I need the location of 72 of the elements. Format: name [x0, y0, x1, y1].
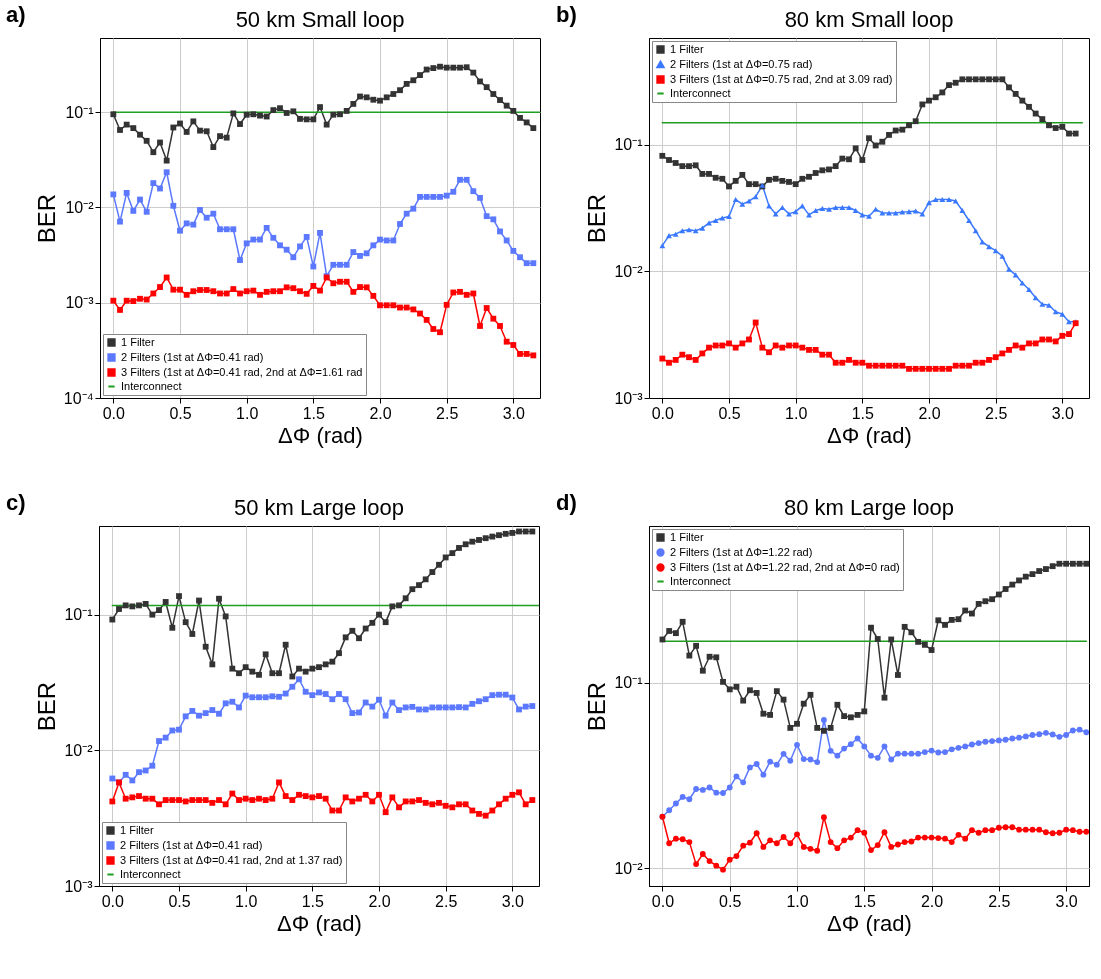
- legend-label: 1 Filter: [121, 335, 155, 348]
- x-tick-label: 1.0: [785, 404, 808, 422]
- y-axis-title: BER: [33, 681, 61, 732]
- legend-label: 2 Filters (1st at ΔΦ=0.41 rad): [121, 350, 264, 363]
- text: b): [556, 2, 577, 28]
- x-tick-label: 1.5: [301, 892, 325, 910]
- legend-label: 1 Filter: [120, 823, 154, 836]
- x-tick-label: 0.0: [101, 892, 125, 910]
- y-tick-label: 10⁻²: [614, 859, 644, 877]
- x-axis-title: ΔΦ (rad): [827, 422, 912, 448]
- legend-label: 2 Filters (1st at ΔΦ=0.41 rad): [120, 838, 263, 851]
- y-axis-title: BER: [32, 193, 60, 244]
- text: c): [6, 490, 26, 516]
- y-axis-title: BER: [583, 681, 611, 732]
- x-tick-label: 0.0: [651, 892, 675, 910]
- x-tick-label: 2.0: [368, 892, 391, 910]
- legend-label: 3 Filters (1st at ΔΦ=0.41 rad, 2nd at ΔΦ=1.61 rad: [121, 365, 363, 378]
- y-tick-label: 10⁻⁴: [63, 389, 94, 407]
- x-tick-label: 3.0: [1055, 892, 1078, 910]
- legend-label: Interconnect: [670, 574, 731, 587]
- legend-label: 3 Filters (1st at ΔΦ=0.75 rad, 2nd at 3.09 rad): [670, 72, 893, 85]
- x-tick-label: 2.0: [369, 404, 392, 422]
- x-axis-title: ΔΦ (rad): [278, 422, 363, 448]
- y-tick-label: 10⁻²: [64, 741, 94, 759]
- x-tick-label: 0.5: [168, 892, 191, 910]
- chart-title: 80 km Small loop: [784, 7, 954, 32]
- y-tick-label: 10⁻¹: [614, 136, 643, 154]
- x-tick-label: 2.0: [920, 892, 944, 910]
- legend-label: Interconnect: [670, 86, 731, 99]
- y-tick-label: 10⁻³: [65, 294, 95, 312]
- y-tick-label: 10⁻²: [614, 262, 644, 280]
- x-tick-label: 0.5: [719, 892, 742, 910]
- chart-title: 50 km Large loop: [234, 495, 404, 520]
- text: a): [6, 2, 26, 28]
- y-tick-label: 10⁻¹: [614, 674, 643, 692]
- legend-label: 3 Filters (1st at ΔΦ=0.41 rad, 2nd at 1.37 rad): [120, 853, 343, 866]
- x-tick-label: 3.0: [1051, 404, 1075, 422]
- x-tick-label: 0.5: [169, 404, 192, 422]
- y-tick-label: 10⁻¹: [65, 103, 94, 121]
- x-tick-label: 2.5: [988, 892, 1011, 910]
- chart-title: 80 km Large loop: [784, 495, 954, 520]
- x-tick-label: 1.5: [302, 404, 326, 422]
- x-axis-title: ΔΦ (rad): [827, 910, 912, 936]
- legend-label: 2 Filters (1st at ΔΦ=1.22 rad): [670, 545, 813, 558]
- y-axis-title: BER: [583, 193, 611, 244]
- x-tick-label: 1.0: [235, 892, 258, 910]
- legend-label: 1 Filter: [670, 530, 704, 543]
- x-tick-label: 3.0: [501, 892, 525, 910]
- x-tick-label: 1.0: [236, 404, 259, 422]
- y-tick-label: 10⁻¹: [64, 606, 93, 624]
- text: d): [556, 490, 577, 516]
- y-tick-label: 10⁻³: [614, 389, 644, 407]
- x-tick-label: 0.0: [651, 404, 675, 422]
- x-tick-label: 0.0: [102, 404, 126, 422]
- y-tick-label: 10⁻³: [64, 877, 94, 895]
- x-tick-label: 2.5: [985, 404, 1008, 422]
- legend-label: Interconnect: [121, 379, 182, 392]
- chart-title: 50 km Small loop: [235, 7, 405, 32]
- x-tick-label: 1.5: [851, 404, 875, 422]
- legend-label: 3 Filters (1st at ΔΦ=1.22 rad, 2nd at ΔΦ=0 rad): [670, 560, 900, 573]
- x-tick-label: 1.0: [786, 892, 809, 910]
- legend-label: Interconnect: [120, 867, 181, 880]
- x-tick-label: 2.5: [436, 404, 459, 422]
- x-tick-label: 2.5: [435, 892, 458, 910]
- x-tick-label: 2.0: [918, 404, 941, 422]
- legend-label: 1 Filter: [670, 42, 704, 55]
- x-tick-label: 1.5: [853, 892, 877, 910]
- x-tick-label: 0.5: [718, 404, 741, 422]
- y-tick-label: 10⁻²: [65, 198, 95, 216]
- x-axis-title: ΔΦ (rad): [277, 910, 362, 936]
- x-tick-label: 3.0: [502, 404, 526, 422]
- legend-label: 2 Filters (1st at ΔΦ=0.75 rad): [670, 57, 813, 70]
